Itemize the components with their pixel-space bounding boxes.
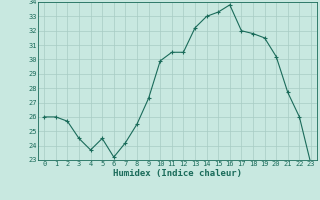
X-axis label: Humidex (Indice chaleur): Humidex (Indice chaleur) — [113, 169, 242, 178]
